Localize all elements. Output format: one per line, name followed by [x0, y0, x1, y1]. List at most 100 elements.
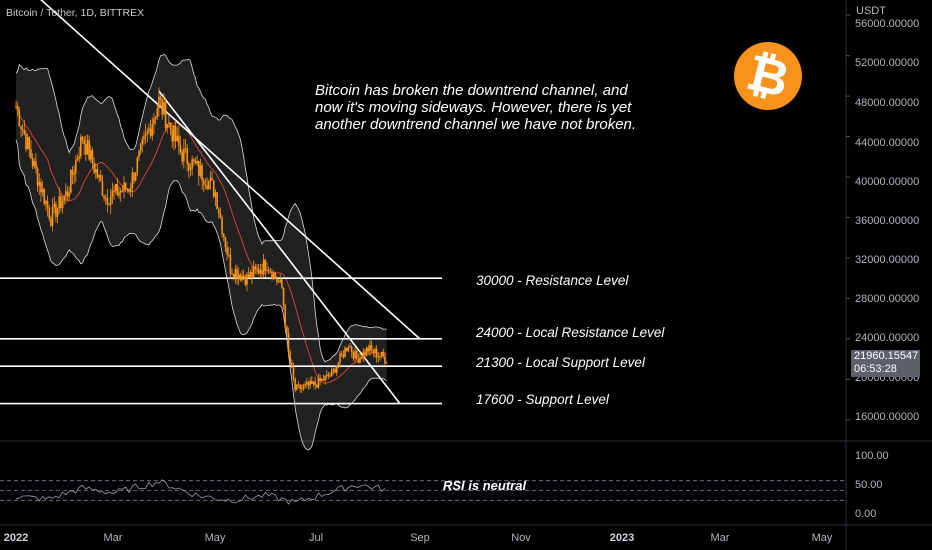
level-label-local-resistance: 24000 - Local Resistance Level: [476, 325, 665, 340]
candle-body: [15, 106, 17, 108]
y-tick: 40000.00000: [855, 176, 920, 188]
candle-body: [319, 377, 321, 381]
candle-body: [194, 161, 197, 164]
candle-body: [61, 201, 64, 209]
candle-body: [143, 136, 145, 140]
y-tick: 52000.00000: [855, 57, 920, 69]
x-tick: Mar: [103, 532, 123, 544]
bar-countdown: 06:53:28: [854, 363, 897, 375]
candle-body: [251, 271, 253, 277]
candle-body: [207, 181, 210, 190]
candle-body: [169, 122, 172, 130]
candle-body: [126, 189, 129, 191]
candle-body: [66, 191, 69, 197]
candle-body: [103, 195, 105, 199]
candle-body: [173, 125, 175, 142]
candle-body: [139, 143, 142, 151]
candle-body: [364, 351, 366, 355]
candle-body: [18, 110, 21, 127]
candle-body: [284, 305, 287, 327]
candle-body: [101, 181, 104, 196]
candle-body: [129, 187, 132, 192]
candle-body: [99, 174, 102, 182]
candle-body: [148, 128, 150, 132]
candle-body: [234, 269, 237, 278]
candle-body: [121, 190, 124, 192]
candle-body: [299, 384, 301, 389]
last-price: 21960.15547: [854, 350, 919, 362]
candle-body: [369, 345, 371, 352]
candle-body: [226, 247, 228, 255]
candle-body: [257, 268, 260, 273]
candle-body: [189, 169, 192, 171]
candle-body: [41, 188, 44, 193]
x-tick: Sep: [410, 532, 430, 544]
candle-body: [75, 160, 77, 173]
candle-body: [104, 198, 107, 200]
candle-body: [114, 184, 117, 191]
candle-body: [33, 161, 36, 167]
candle-body: [355, 350, 358, 359]
candle-body: [362, 351, 365, 359]
candle-body: [266, 269, 268, 271]
candle-body: [186, 148, 188, 164]
candle-body: [269, 270, 272, 272]
candle-body: [212, 180, 215, 197]
candle-body: [124, 182, 127, 190]
candle-body: [332, 368, 335, 371]
candle-body: [183, 148, 185, 162]
candle-body: [365, 347, 368, 355]
candle-body: [282, 287, 285, 306]
candle-body: [221, 217, 223, 234]
candle-body: [45, 201, 47, 204]
x-tick: Jul: [308, 532, 324, 544]
rsi-tick: 50.00: [855, 479, 883, 491]
candle-body: [334, 368, 336, 373]
downtrend-line: [40, 0, 421, 340]
candle-body: [339, 353, 341, 363]
candle-body: [254, 266, 257, 269]
candle-body: [188, 163, 190, 171]
candle-body: [327, 374, 330, 377]
candle-body: [204, 184, 207, 186]
candle-body: [246, 274, 248, 285]
candle-body: [242, 275, 245, 278]
y-tick: 44000.00000: [855, 137, 920, 149]
candle-body: [84, 144, 87, 155]
candle-body: [93, 163, 95, 173]
candle-body: [360, 357, 363, 359]
candle-body: [367, 347, 370, 352]
y-tick: 48000.00000: [855, 97, 920, 109]
candle-body: [209, 178, 212, 182]
candle-body: [80, 136, 82, 157]
candle-body: [314, 381, 316, 385]
candle-body: [214, 192, 217, 197]
x-tick: Nov: [511, 532, 531, 544]
rsi-note: RSI is neutral: [443, 478, 527, 493]
candle-body: [201, 165, 203, 181]
last-price-tag: 21960.15547 06:53:28: [851, 350, 920, 377]
candle-body: [272, 272, 275, 279]
candle-body: [322, 378, 325, 381]
candle-body: [261, 270, 263, 274]
candle-body: [277, 281, 280, 283]
currency-label: USDT: [856, 5, 886, 17]
candle-body: [345, 347, 348, 351]
candle-body: [229, 254, 232, 274]
candle-body: [78, 156, 80, 159]
candle-body: [171, 129, 174, 142]
candle-body: [244, 277, 247, 285]
candle-body: [289, 352, 292, 363]
candle-body: [31, 158, 34, 167]
candle-body: [88, 140, 90, 160]
candle-body: [231, 273, 233, 275]
candle-body: [281, 279, 283, 288]
candle-body: [325, 374, 328, 376]
candle-body: [211, 178, 213, 181]
level-label-resistance: 30000 - Resistance Level: [476, 273, 629, 288]
candle-body: [329, 375, 331, 377]
candle-body: [193, 159, 195, 162]
symbol-title: Bitcoin / Tether, 1D, BITTREX: [6, 7, 145, 19]
candle-body: [141, 139, 144, 144]
